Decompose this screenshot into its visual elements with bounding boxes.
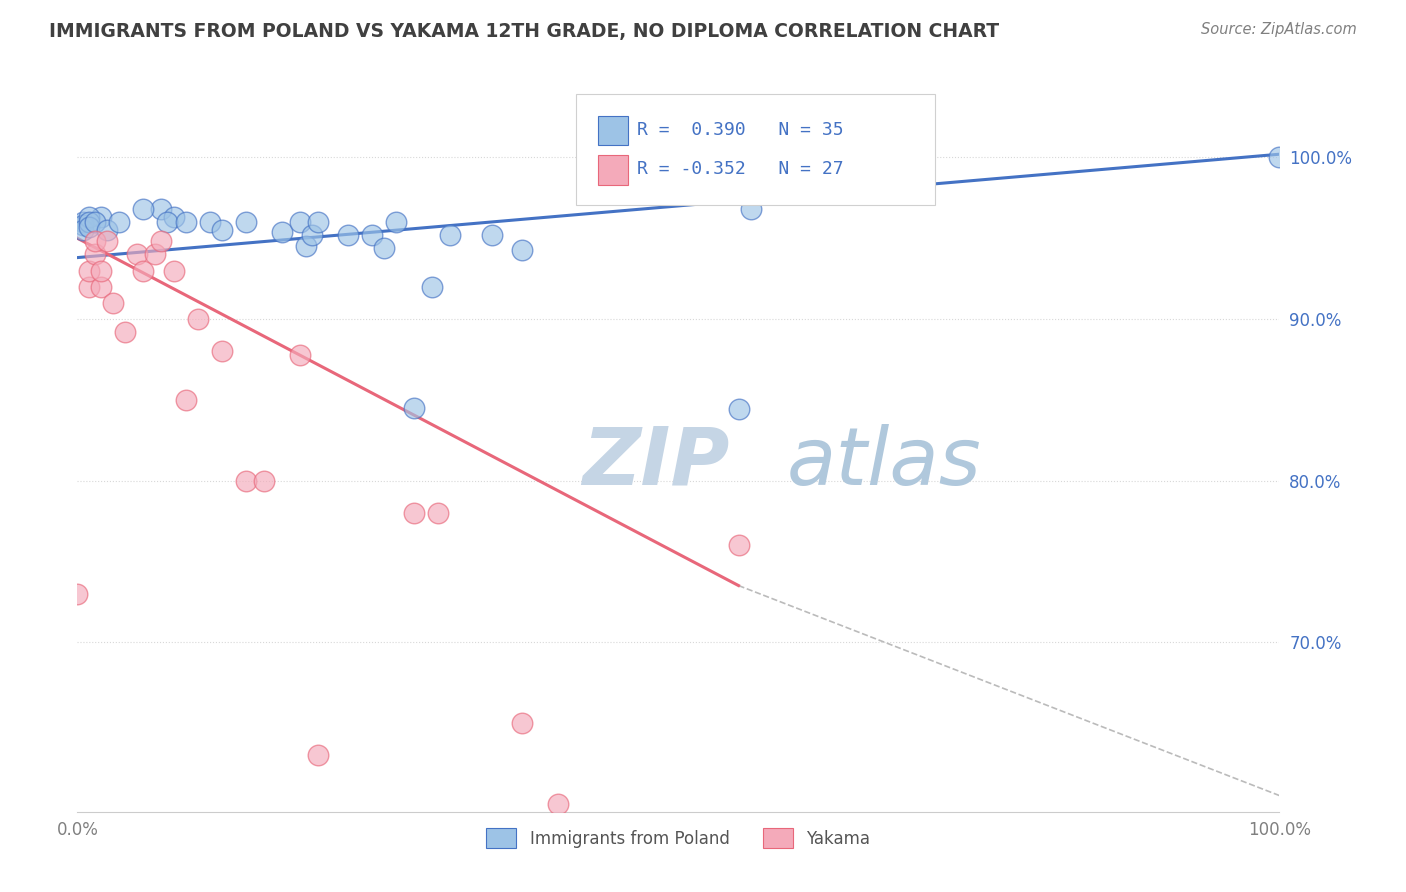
Point <box>79 279 101 293</box>
Point <box>301 227 323 242</box>
Point <box>84 215 107 229</box>
Point <box>420 279 443 293</box>
Point <box>96 223 118 237</box>
Text: atlas: atlas <box>786 424 981 502</box>
Point <box>547 797 569 811</box>
Point <box>727 538 749 552</box>
Point <box>162 211 184 225</box>
Point <box>114 325 136 339</box>
Point <box>211 344 233 359</box>
Point <box>108 215 131 229</box>
Point <box>288 347 311 361</box>
Point <box>156 215 179 229</box>
Point <box>84 247 107 261</box>
Point <box>235 474 257 488</box>
Point <box>132 202 155 216</box>
Point <box>336 227 359 242</box>
Point <box>79 219 101 234</box>
Point <box>294 239 316 253</box>
Point <box>174 392 197 407</box>
Point <box>96 235 118 249</box>
Point <box>211 223 233 237</box>
Text: IMMIGRANTS FROM POLAND VS YAKAMA 12TH GRADE, NO DIPLOMA CORRELATION CHART: IMMIGRANTS FROM POLAND VS YAKAMA 12TH GR… <box>49 22 1000 41</box>
Point <box>427 506 450 520</box>
Point <box>186 312 209 326</box>
Point <box>72 223 94 237</box>
Point <box>84 235 107 249</box>
Point <box>198 215 221 229</box>
Point <box>79 263 101 277</box>
Point <box>740 202 762 216</box>
Point <box>385 215 408 229</box>
Point <box>72 215 94 229</box>
Point <box>307 748 329 763</box>
Point <box>103 295 125 310</box>
Point <box>174 215 197 229</box>
Point <box>79 215 101 229</box>
Point <box>360 227 382 242</box>
Point <box>150 235 173 249</box>
Point <box>727 402 749 417</box>
Point <box>145 247 167 261</box>
Point <box>253 474 276 488</box>
Point <box>373 241 395 255</box>
Point <box>307 215 329 229</box>
Text: R = -0.352   N = 27: R = -0.352 N = 27 <box>637 161 844 178</box>
Text: ZIP: ZIP <box>582 424 730 502</box>
Point <box>162 263 184 277</box>
Point <box>1268 150 1291 164</box>
Point <box>288 215 311 229</box>
Point <box>90 263 112 277</box>
Legend: Immigrants from Poland, Yakama: Immigrants from Poland, Yakama <box>479 822 877 855</box>
Point <box>127 247 149 261</box>
Point <box>481 227 503 242</box>
Point <box>235 215 257 229</box>
Point <box>66 587 89 601</box>
Point <box>439 227 461 242</box>
Point <box>72 219 94 233</box>
Point <box>79 211 101 225</box>
Text: R =  0.390   N = 35: R = 0.390 N = 35 <box>637 121 844 139</box>
Point <box>270 225 292 239</box>
Text: Source: ZipAtlas.com: Source: ZipAtlas.com <box>1201 22 1357 37</box>
Point <box>150 202 173 216</box>
Point <box>402 506 425 520</box>
Point <box>510 715 533 730</box>
Point <box>402 401 425 415</box>
Point <box>90 279 112 293</box>
Point <box>132 263 155 277</box>
Point <box>510 243 533 257</box>
Point <box>90 211 112 225</box>
